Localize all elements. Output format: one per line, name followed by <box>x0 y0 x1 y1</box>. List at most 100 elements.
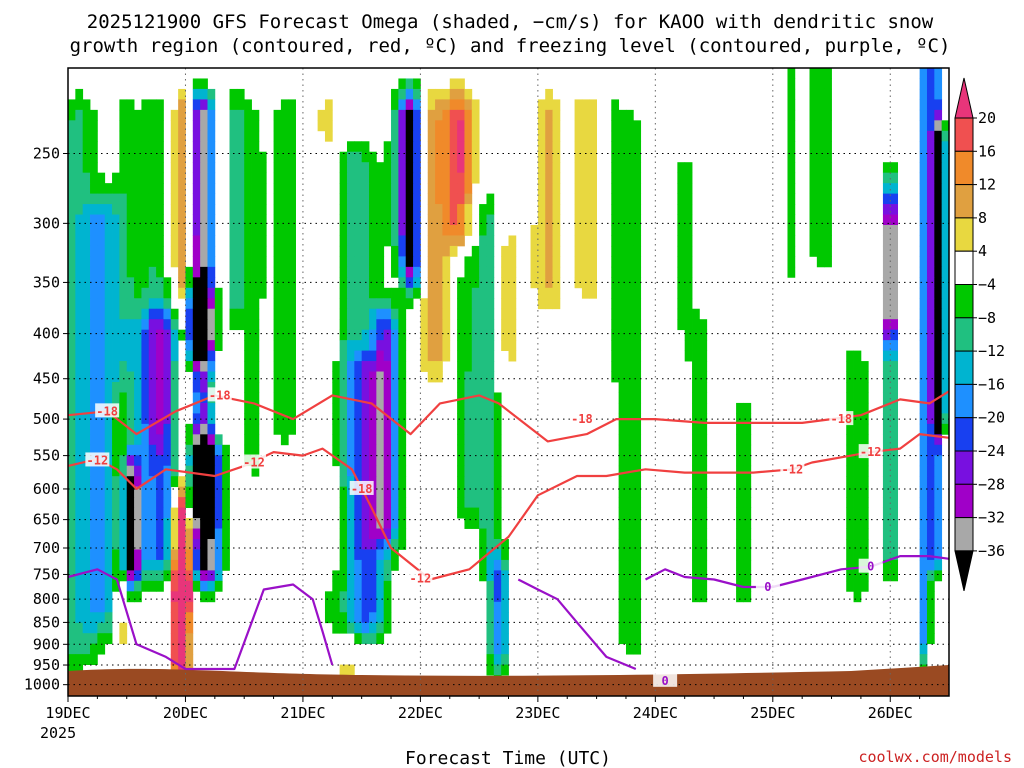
omega-cell <box>156 319 164 331</box>
omega-cell <box>280 298 289 310</box>
omega-cell <box>574 141 583 153</box>
omega-cell <box>273 402 282 414</box>
omega-cell <box>934 319 943 331</box>
credit-link[interactable]: coolwx.com/models <box>858 748 1012 766</box>
omega-cell <box>633 287 642 299</box>
omega-cell <box>919 559 928 571</box>
omega-cell <box>369 151 377 163</box>
omega-cell <box>273 308 282 320</box>
omega-cell <box>126 319 135 331</box>
omega-cell <box>398 539 407 550</box>
omega-cell <box>75 654 84 665</box>
omega-cell <box>170 120 179 132</box>
omega-cell <box>361 266 370 278</box>
omega-cell <box>126 308 135 320</box>
omega-cell <box>633 486 642 498</box>
omega-cell <box>633 141 642 153</box>
omega-cell <box>919 225 928 236</box>
omega-cell <box>882 256 891 268</box>
omega-cell <box>339 476 348 488</box>
omega-cell <box>376 507 385 519</box>
omega-cell <box>126 413 135 425</box>
omega-cell <box>692 371 700 383</box>
omega-cell <box>853 507 862 519</box>
omega-cell <box>391 266 399 278</box>
omega-cell <box>192 361 201 372</box>
omega-cell <box>618 361 627 372</box>
omega-cell <box>112 444 120 456</box>
omega-cell <box>134 340 142 351</box>
omega-cell <box>625 109 634 121</box>
omega-cell <box>383 298 392 310</box>
omega-cell <box>82 633 91 645</box>
omega-cell <box>369 580 377 592</box>
omega-cell <box>156 298 164 310</box>
omega-cell <box>82 99 91 111</box>
omega-cell <box>148 497 157 508</box>
omega-cell <box>376 633 385 645</box>
omega-cell <box>618 497 627 508</box>
omega-cell <box>163 455 172 467</box>
omega-cell <box>464 172 473 184</box>
omega-cell <box>119 549 128 561</box>
omega-cell <box>75 402 84 414</box>
omega-cell <box>185 319 194 331</box>
omega-cell <box>471 266 480 278</box>
y-tick-label: 700 <box>33 539 60 557</box>
omega-cell <box>618 559 627 571</box>
omega-cell <box>398 329 407 341</box>
omega-cell <box>222 507 230 519</box>
omega-cell <box>824 225 832 236</box>
x-tick-label: 24DEC <box>633 704 678 722</box>
omega-cell <box>361 518 370 529</box>
omega-cell <box>479 361 487 372</box>
omega-cell <box>684 266 693 278</box>
colorbar-segment <box>954 250 974 285</box>
omega-cell <box>919 497 928 508</box>
omega-cell <box>537 204 546 215</box>
omega-cell <box>339 570 348 582</box>
omega-cell <box>537 162 546 174</box>
label-zero: 0 <box>764 580 771 594</box>
omega-cell <box>112 277 120 289</box>
omega-cell <box>97 256 106 268</box>
omega-cell <box>148 350 157 362</box>
omega-cell <box>611 141 620 153</box>
omega-cell <box>618 235 627 247</box>
omega-cell <box>288 172 296 184</box>
omega-cell <box>126 486 135 498</box>
label-neg18: -18 <box>830 412 852 426</box>
omega-cell <box>244 392 252 404</box>
omega-cell <box>148 340 157 351</box>
omega-cell <box>618 612 627 624</box>
omega-cell <box>391 413 399 425</box>
label-zero: 0 <box>662 674 669 688</box>
omega-cell <box>163 539 172 550</box>
omega-cell <box>486 266 495 278</box>
omega-cell <box>332 423 341 435</box>
omega-cell <box>376 361 385 372</box>
omega-cell <box>479 455 487 467</box>
omega-cell <box>354 434 363 446</box>
omega-cell <box>736 507 744 519</box>
omega-cell <box>141 109 150 121</box>
omega-cell <box>809 88 818 100</box>
omega-cell <box>449 214 458 226</box>
omega-cell <box>383 287 392 299</box>
omega-cell <box>90 245 98 257</box>
omega-cell <box>508 319 517 331</box>
omega-cell <box>471 99 480 111</box>
omega-cell <box>339 601 348 613</box>
omega-cell <box>97 245 106 257</box>
omega-cell <box>427 361 436 372</box>
omega-cell <box>618 580 627 592</box>
omega-cell <box>383 507 392 519</box>
omega-cell <box>420 340 429 351</box>
omega-cell <box>890 455 899 467</box>
omega-cell <box>170 455 179 467</box>
omega-cell <box>214 539 223 550</box>
omega-cell <box>148 141 157 153</box>
omega-cell <box>471 444 480 456</box>
omega-cell <box>919 214 928 226</box>
